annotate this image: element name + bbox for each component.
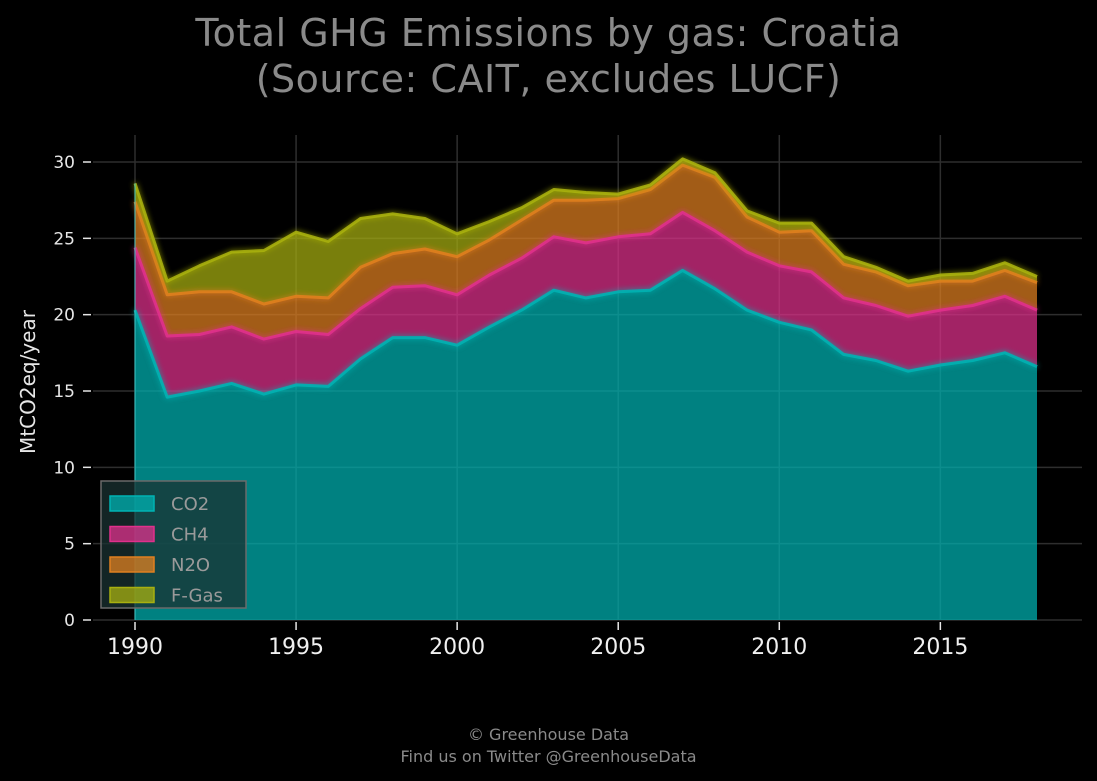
y-tick-label: 5 xyxy=(64,535,75,555)
legend-swatch-n2o xyxy=(109,556,155,573)
area-n2o xyxy=(135,165,1037,340)
y-tick-label: 0 xyxy=(64,611,75,631)
chart-title-line1: Total GHG Emissions by gas: Croatia xyxy=(195,11,902,55)
axes: 0 5 10 15 20 25 30 1990 1995 2000 2005 2010 2015 xyxy=(53,153,968,660)
footer-copyright: © Greenhouse Data xyxy=(467,725,630,744)
area-ch4 xyxy=(135,212,1037,398)
x-tick-label: 2000 xyxy=(429,635,485,660)
line-co2 xyxy=(133,268,1038,399)
area-f-gas xyxy=(135,158,1037,304)
y-tick-label: 10 xyxy=(53,458,75,478)
legend-swatch-f-gas xyxy=(109,586,155,604)
line-f-gas xyxy=(133,157,1038,283)
y-axis-label: MtCO2eq/year xyxy=(16,309,40,454)
y-tick-label: 25 xyxy=(53,229,75,249)
x-tick-label: 2010 xyxy=(751,635,807,660)
legend-label-ch4: CH4 xyxy=(171,525,209,546)
x-tick-label: 1995 xyxy=(268,635,324,660)
legend-swatch-co2 xyxy=(109,495,155,512)
y-tick-label: 15 xyxy=(53,382,75,402)
legend-label-f-gas: F-Gas xyxy=(171,586,223,607)
line-n2o xyxy=(133,163,1038,306)
legend-label-n2o: N2O xyxy=(171,555,210,576)
x-tick-label: 1990 xyxy=(107,635,163,660)
chart-title-line2: (Source: CAIT, excludes LUCF) xyxy=(255,57,842,101)
line-ch4 xyxy=(133,210,1038,341)
x-tick-label: 2015 xyxy=(912,635,968,660)
area-co2 xyxy=(135,270,1037,620)
chart-title: Total GHG Emissions by gas: Croatia (Sou… xyxy=(0,10,1097,102)
legend-label-co2: CO2 xyxy=(171,494,209,515)
series-areas xyxy=(135,158,1037,620)
y-tick-label: 20 xyxy=(53,306,75,326)
legend-swatch-ch4 xyxy=(109,525,155,543)
legend: CO2 CH4 N2O F-Gas xyxy=(100,480,247,609)
footer: © Greenhouse Data Find us on Twitter @Gr… xyxy=(0,724,1097,768)
x-tick-label: 2005 xyxy=(590,635,646,660)
y-tick-label: 30 xyxy=(53,153,75,173)
footer-twitter: Find us on Twitter @GreenhouseData xyxy=(400,747,697,766)
